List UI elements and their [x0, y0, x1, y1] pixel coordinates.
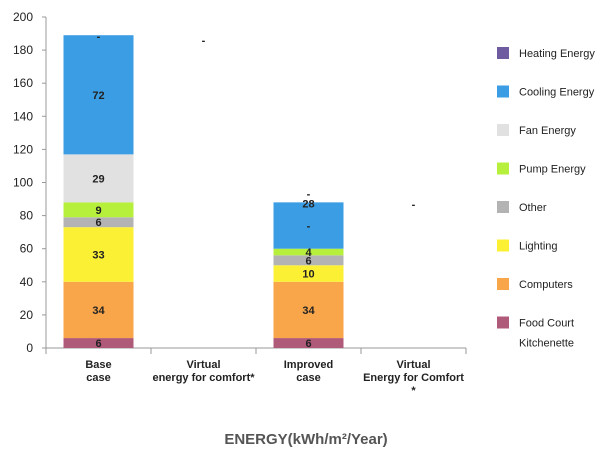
legend-label: Computers — [519, 279, 573, 291]
legend-label: Pump Energy — [519, 164, 586, 176]
legend-swatch — [497, 47, 509, 59]
data-label: - — [202, 35, 206, 47]
bar-segment — [63, 217, 134, 228]
data-label: 6 — [305, 255, 311, 267]
bar-segment — [63, 338, 134, 348]
data-label: 6 — [95, 338, 101, 350]
y-tick-label: 120 — [13, 142, 33, 156]
bar-segment — [63, 35, 134, 155]
category-label: Virtual energy for comfort* — [152, 359, 255, 384]
legend-swatch — [497, 278, 509, 290]
legend-label: Other — [519, 202, 547, 214]
legend-label: Heating Energy — [519, 48, 595, 60]
bar-segment — [273, 202, 344, 249]
y-tick-label: 140 — [13, 109, 33, 123]
bar-segment — [273, 265, 344, 282]
y-tick-label: 200 — [13, 10, 33, 24]
y-tick-label: 0 — [26, 341, 33, 355]
legend-label: Food Court Kitchenette — [519, 318, 574, 350]
bar-segment — [273, 255, 344, 266]
y-tick-label: 100 — [13, 176, 33, 190]
bar-segment — [273, 248, 344, 256]
data-label: 33 — [92, 249, 104, 261]
bar-segment — [273, 338, 344, 348]
bar-segment — [63, 281, 134, 339]
legend-label: Fan Energy — [519, 125, 576, 137]
data-label: - — [307, 188, 311, 200]
x-axis-title: ENERGY(kWh/m²/Year) — [224, 431, 387, 448]
y-tick-label: 40 — [20, 275, 34, 289]
category-label: Virtual Energy for Comfort * — [363, 359, 464, 397]
bar-segment — [63, 154, 134, 203]
data-label: 10 — [302, 269, 314, 281]
legend-swatch — [497, 124, 509, 136]
data-label: 34 — [92, 305, 105, 317]
y-tick-label: 160 — [13, 76, 33, 90]
y-tick-label: 80 — [20, 209, 34, 223]
bar-segment — [273, 281, 344, 339]
data-label: 28 — [302, 198, 314, 210]
data-label: 6 — [95, 217, 101, 229]
y-tick-label: 20 — [20, 308, 34, 322]
legend-swatch — [497, 85, 509, 98]
data-label: 6 — [305, 338, 311, 350]
legend-label: Lighting — [519, 241, 558, 253]
legend-swatch — [497, 201, 509, 213]
data-label: - — [412, 199, 416, 211]
legend-label: Cooling Energy — [519, 87, 595, 99]
bar-segment — [63, 227, 134, 282]
data-label: 29 — [92, 173, 104, 185]
y-tick-label: 180 — [13, 43, 33, 57]
y-tick-label: 60 — [20, 242, 34, 256]
data-label: 34 — [302, 305, 315, 317]
data-label: 4 — [305, 247, 312, 259]
data-label: 72 — [92, 90, 104, 102]
legend-swatch — [497, 239, 509, 252]
data-label: - — [97, 31, 101, 43]
data-label: - — [307, 221, 311, 233]
category-label: Improved case — [284, 359, 334, 384]
bar-segment — [63, 202, 134, 218]
legend-swatch — [497, 162, 509, 175]
legend-swatch — [497, 316, 509, 329]
data-label: 9 — [95, 205, 101, 217]
category-label: Base case — [85, 359, 111, 384]
